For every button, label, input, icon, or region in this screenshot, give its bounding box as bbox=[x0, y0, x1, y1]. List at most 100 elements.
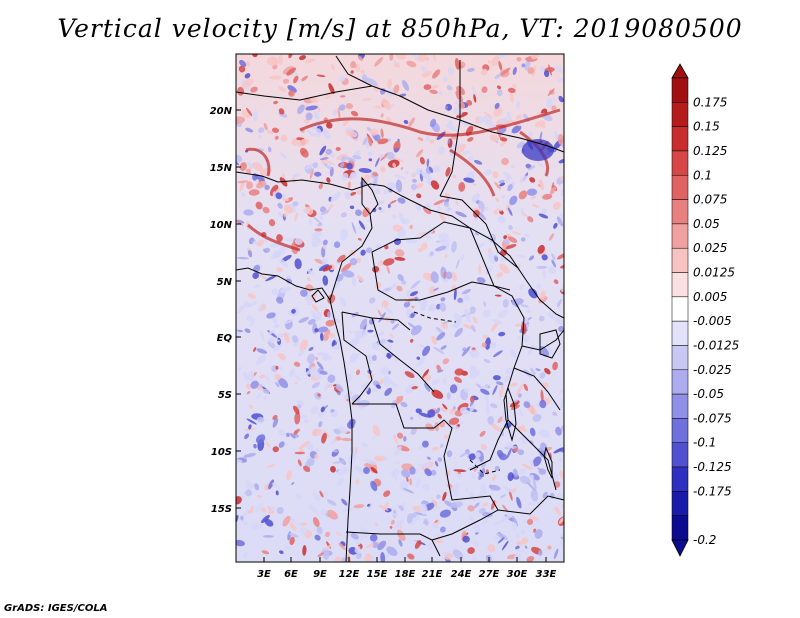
field-cell bbox=[317, 326, 329, 333]
field-cell bbox=[411, 313, 415, 318]
field-cell bbox=[498, 331, 506, 337]
field-cell bbox=[454, 99, 461, 105]
field-cell bbox=[437, 205, 441, 212]
field-cell bbox=[429, 286, 436, 295]
field-cell bbox=[311, 238, 320, 248]
field-cell bbox=[245, 383, 252, 390]
field-cell bbox=[367, 151, 373, 157]
field-cell bbox=[501, 157, 509, 166]
field-cell bbox=[245, 127, 254, 133]
field-cell bbox=[393, 84, 400, 94]
field-cell bbox=[473, 94, 477, 103]
bight-coast-detail bbox=[311, 289, 325, 303]
field-cell bbox=[470, 472, 476, 479]
field-cell bbox=[392, 467, 400, 476]
field-cell bbox=[272, 316, 278, 324]
field-cell bbox=[422, 369, 430, 379]
field-cell bbox=[528, 343, 535, 356]
field-cell bbox=[531, 203, 540, 208]
field-cell bbox=[255, 434, 266, 444]
field-cell bbox=[282, 78, 290, 84]
field-cell bbox=[421, 440, 429, 448]
field-cell bbox=[436, 364, 442, 372]
field-cell bbox=[320, 406, 325, 413]
field-cell bbox=[476, 277, 486, 284]
field-cell bbox=[483, 115, 493, 127]
field-cell bbox=[327, 294, 336, 304]
field-cell bbox=[519, 175, 528, 183]
field-cell bbox=[443, 434, 449, 440]
field-cell bbox=[283, 204, 294, 214]
field-cell bbox=[508, 225, 513, 231]
field-cell bbox=[289, 522, 297, 531]
field-cell bbox=[400, 166, 404, 171]
field-cell bbox=[492, 171, 499, 179]
field-cell bbox=[427, 543, 434, 550]
field-cell bbox=[308, 346, 314, 352]
colorbar-swatch bbox=[671, 491, 689, 516]
field-cell bbox=[303, 119, 310, 124]
field-cell bbox=[423, 84, 432, 90]
field-cell bbox=[537, 505, 541, 509]
field-cell bbox=[494, 181, 501, 190]
colorbar-label: 0.05 bbox=[693, 217, 720, 231]
field-cell bbox=[397, 274, 404, 281]
field-cell bbox=[435, 407, 441, 414]
field-cell bbox=[432, 165, 441, 173]
field-cell bbox=[436, 369, 444, 373]
field-cell bbox=[530, 460, 535, 469]
colorbar-swatch bbox=[671, 126, 689, 152]
colorbar-label: -0.005 bbox=[693, 314, 732, 328]
field-cell bbox=[256, 239, 265, 247]
field-cell bbox=[372, 176, 378, 187]
field-cell bbox=[395, 179, 403, 193]
field-cell bbox=[278, 108, 285, 115]
field-cell bbox=[384, 553, 390, 558]
field-cell bbox=[487, 234, 494, 241]
field-cell bbox=[436, 332, 446, 341]
field-cell bbox=[466, 99, 473, 106]
field-cell bbox=[276, 506, 284, 515]
field-cell bbox=[367, 503, 371, 507]
field-cell bbox=[318, 183, 324, 190]
colorbar-label: -0.0125 bbox=[693, 338, 739, 352]
field-cell bbox=[527, 67, 535, 75]
field-cell bbox=[240, 515, 244, 521]
field-cell bbox=[558, 325, 564, 332]
field-cell bbox=[317, 393, 321, 397]
field-cell bbox=[330, 152, 335, 158]
field-cell bbox=[526, 188, 538, 196]
field-cell bbox=[297, 104, 305, 115]
field-cell bbox=[275, 365, 279, 370]
colorbar-swatch bbox=[671, 150, 689, 176]
field-cell bbox=[311, 304, 319, 312]
field-cell bbox=[542, 491, 548, 499]
field-cell bbox=[482, 512, 493, 518]
field-cell bbox=[335, 531, 342, 537]
field-cell bbox=[528, 440, 534, 445]
field-cell bbox=[539, 429, 550, 438]
field-cell bbox=[352, 155, 362, 160]
field-cell bbox=[415, 202, 422, 211]
field-cell bbox=[440, 443, 444, 448]
field-cell bbox=[380, 113, 384, 118]
field-blob bbox=[522, 139, 554, 161]
field-cell bbox=[284, 443, 290, 447]
field-cell bbox=[312, 216, 322, 224]
colorbar: 0.175 0.15 0.125 0.1 0.075 0.05 0.025 0.0125 0.0… bbox=[671, 63, 739, 557]
field-cell bbox=[414, 467, 420, 476]
field-cell bbox=[426, 158, 430, 167]
lon-label: 27E bbox=[479, 569, 500, 580]
field-cell bbox=[532, 477, 537, 491]
field-cell bbox=[496, 381, 504, 386]
field-cell bbox=[321, 258, 328, 266]
field-cell bbox=[492, 385, 498, 396]
field-cell bbox=[356, 533, 367, 541]
field-cell bbox=[502, 504, 509, 513]
field-cell bbox=[372, 172, 379, 177]
field-cell bbox=[288, 90, 295, 97]
field-cell bbox=[337, 254, 346, 263]
field-cell bbox=[396, 529, 406, 541]
lat-label: 20N bbox=[210, 106, 233, 117]
field-cell bbox=[542, 193, 553, 200]
